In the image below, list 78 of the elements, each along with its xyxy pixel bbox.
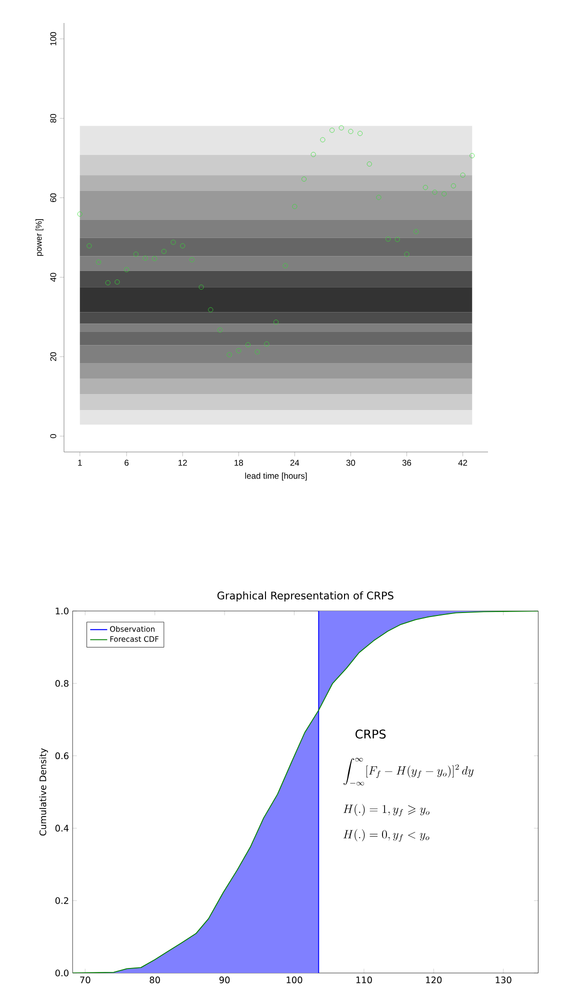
point [292,204,298,210]
x-tick-label: 42 [458,460,468,466]
x-axis-title: lead time [hours] [245,472,307,480]
chart-title: Graphical Representation of CRPS [217,591,394,602]
y-tick-label: 20 [50,352,56,361]
y-tick-label: 0.6 [55,752,69,760]
point [450,183,456,188]
point [414,229,419,234]
y-axis-title: power [%] [35,219,44,256]
point [77,212,82,217]
x-tick-label: 90 [219,976,230,984]
point [366,162,372,167]
point [170,240,176,245]
annotation: CRPS [356,730,386,739]
point [245,342,250,348]
annotation: $H(.)=0, y_f<y_o$ [343,829,430,842]
point [310,152,316,157]
point [198,284,204,290]
point [470,153,475,158]
x-tick-label: 120 [426,976,442,984]
y-tick-label: 0.4 [55,824,69,832]
point [358,130,363,136]
point [460,172,466,178]
y-tick-label: 100 [50,32,56,46]
x-tick-label: 24 [290,460,300,466]
point [133,252,138,257]
point [114,279,120,284]
point [422,184,428,190]
point [161,248,166,254]
point [264,341,270,346]
point [320,137,326,142]
point [302,176,307,182]
x-tick-label: 30 [346,460,356,466]
point [274,320,279,325]
annotation: $\int_{-\infty}^{\infty}[F_f - H(y_f-y_o)]^2\,dy$ [344,758,474,786]
x-tick-label: 18 [234,460,243,466]
point [404,252,410,257]
point [226,352,232,358]
point [86,243,92,248]
point [442,191,447,196]
x-tick-label: 80 [150,976,160,984]
point [348,128,354,134]
y-tick-label: 60 [50,193,56,202]
x-tick-label: 1 [78,460,82,466]
y-tick-label: 80 [50,114,56,123]
x-tick-label: 36 [402,460,412,466]
y-tick-label: 0.0 [55,970,68,976]
point [208,307,214,312]
point [330,128,335,133]
x-tick-label: 70 [80,976,90,984]
x-tick-label: 130 [496,976,512,984]
point [376,194,382,200]
point [189,257,194,262]
x-tick-label: 12 [178,460,187,466]
point [105,280,110,286]
y-tick-label: 1.0 [56,608,68,614]
point [432,190,438,195]
y-tick-label: 0.8 [55,680,68,687]
y-tick-label: 0 [50,434,56,438]
x-tick-label: 6 [124,460,129,466]
point [254,349,260,354]
annotation: $H(.)=1, y_f\geqslant y_o$ [343,804,430,816]
point [96,260,102,265]
y-axis-title: Cumulative Density [39,748,48,836]
point [386,236,391,242]
y-tick-label: 0.2 [55,897,68,904]
point [180,243,186,248]
x-tick-label: 110 [356,976,372,984]
point [124,267,130,272]
x-tick-label: 100 [286,976,302,984]
y-tick-label: 40 [50,272,56,282]
point [217,328,222,333]
point [282,263,288,268]
point [152,256,158,262]
point [236,348,242,354]
point [394,236,400,242]
point [338,125,344,130]
point [142,256,148,261]
